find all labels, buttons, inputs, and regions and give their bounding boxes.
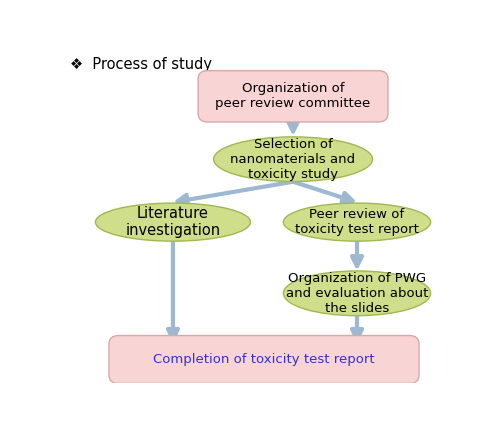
Text: Selection of
nanomaterials and
toxicity study: Selection of nanomaterials and toxicity … (230, 138, 356, 181)
Ellipse shape (284, 203, 430, 241)
FancyBboxPatch shape (198, 71, 388, 122)
Text: ❖  Process of study: ❖ Process of study (70, 57, 212, 71)
Ellipse shape (284, 271, 430, 316)
Text: Organization of PWG
and evaluation about
the slides: Organization of PWG and evaluation about… (286, 272, 428, 315)
Text: Organization of
peer review committee: Organization of peer review committee (216, 82, 370, 111)
Ellipse shape (214, 137, 372, 181)
FancyBboxPatch shape (109, 335, 419, 384)
Ellipse shape (96, 203, 250, 241)
Text: Completion of toxicity test report: Completion of toxicity test report (153, 353, 375, 366)
Text: Literature
investigation: Literature investigation (126, 206, 220, 238)
Text: Peer review of
toxicity test report: Peer review of toxicity test report (295, 208, 419, 236)
